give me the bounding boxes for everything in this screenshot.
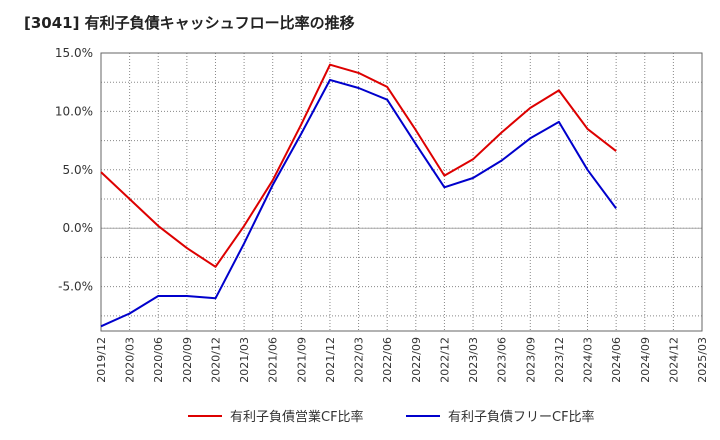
x-tick-label: 2021/06	[267, 337, 280, 383]
series-line-1	[100, 63, 617, 268]
series-line-2	[100, 78, 617, 328]
plot-area	[101, 53, 702, 331]
x-tick-label: 2021/03	[238, 337, 251, 383]
y-tick-label: 0.0%	[63, 221, 94, 235]
x-tick-label: 2023/09	[524, 337, 537, 383]
legend-label-2: 有利子負債フリーCF比率	[448, 409, 595, 425]
y-tick-label: -5.0%	[58, 280, 93, 294]
x-tick-label: 2022/06	[381, 337, 394, 383]
x-tick-label: 2022/09	[410, 337, 423, 383]
x-tick-label: 2021/12	[324, 337, 337, 383]
x-tick-label: 2024/12	[667, 337, 680, 383]
x-tick-label: 2020/06	[152, 337, 165, 383]
x-tick-label: 2022/03	[353, 337, 366, 383]
y-tick-label: 10.0%	[55, 104, 93, 118]
x-tick-label: 2020/03	[124, 337, 137, 383]
x-tick-label: 2021/09	[295, 337, 308, 383]
x-tick-label: 2023/06	[496, 337, 509, 383]
x-tick-label: 2024/03	[582, 337, 595, 383]
chart-title: [3041] 有利子負債キャッシュフロー比率の推移	[24, 14, 355, 32]
x-tick-label: 2025/03	[696, 337, 709, 383]
x-tick-label: 2023/03	[467, 337, 480, 383]
y-tick-label: 15.0%	[55, 46, 93, 60]
x-tick-label: 2024/09	[639, 337, 652, 383]
x-tick-label: 2024/06	[610, 337, 623, 383]
plot-frame	[100, 52, 703, 332]
x-tick-label: 2023/12	[553, 337, 566, 383]
x-tick-label: 2022/12	[438, 337, 451, 383]
x-tick-label: 2020/12	[209, 337, 222, 383]
y-tick-label: 5.0%	[63, 163, 94, 177]
legend-label-1: 有利子負債営業CF比率	[230, 409, 364, 425]
x-tick-label: 2020/09	[181, 337, 194, 383]
x-tick-label: 2019/12	[95, 337, 108, 383]
